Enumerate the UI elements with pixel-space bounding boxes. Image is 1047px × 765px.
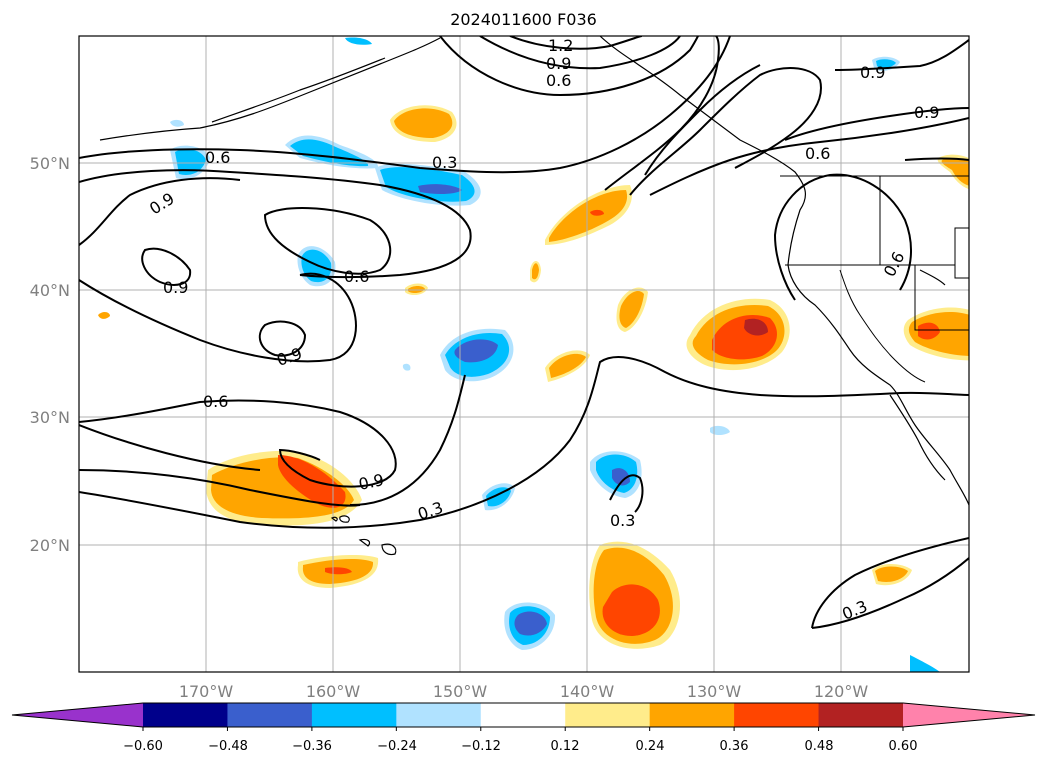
contour-label: 0.9 <box>914 103 939 122</box>
latitude-labels: 50°N 40°N 30°N 20°N <box>30 154 70 555</box>
colorbar-tick-label: 0.48 <box>805 739 834 754</box>
colorbar-tick-label: −0.48 <box>208 739 248 754</box>
longitude-labels: 170°W 160°W 150°W 140°W 130°W 120°W <box>179 682 869 701</box>
colorbar-extend-max <box>903 703 1035 727</box>
colorbar-segment <box>143 703 228 727</box>
lon-label: 130°W <box>687 682 742 701</box>
negative-anomaly-shading <box>170 37 940 672</box>
colorbar-segment <box>818 703 904 727</box>
lon-label: 140°W <box>560 682 615 701</box>
lon-label: 170°W <box>179 682 234 701</box>
map-title: 2024011600 F036 <box>450 10 597 29</box>
contour-label: 0.6 <box>203 392 228 411</box>
coastlines <box>99 36 969 556</box>
contour-label: 0.9 <box>357 470 386 494</box>
lat-label: 30°N <box>30 408 70 427</box>
lat-label: 20°N <box>30 536 70 555</box>
lat-label: 40°N <box>30 281 70 300</box>
colorbar-segment <box>734 703 820 727</box>
lat-label: 50°N <box>30 154 70 173</box>
colorbar-segment <box>649 703 735 727</box>
colorbar-tick-label: −0.12 <box>461 739 501 754</box>
contour-label: 0.3 <box>610 511 635 530</box>
contour-label: 0.6 <box>344 267 369 286</box>
colorbar-extend-min <box>12 703 143 727</box>
contour-label: 0.9 <box>163 278 188 297</box>
graticule <box>79 36 969 672</box>
lon-label: 150°W <box>433 682 488 701</box>
map-panel <box>79 36 969 672</box>
colorbar-tick-label: 0.12 <box>551 739 580 754</box>
contour-lines <box>79 36 969 629</box>
colorbar-segment <box>480 703 566 727</box>
contour-label: 0.6 <box>546 71 571 90</box>
map-frame <box>78 35 970 673</box>
lon-label: 160°W <box>306 682 361 701</box>
contour-label: 1.2 <box>548 36 573 55</box>
political-borders <box>780 175 969 383</box>
contour-label: 0.6 <box>205 148 230 167</box>
colorbar-tick-labels: −0.60 −0.48 −0.36 −0.24 −0.12 0.12 0.24 … <box>123 739 917 754</box>
colorbar-segment <box>396 703 482 727</box>
colorbar-segment <box>227 703 313 727</box>
colorbar-segment <box>565 703 651 727</box>
colorbar-tick-label: 0.60 <box>889 739 918 754</box>
contour-label: 0.9 <box>860 63 885 82</box>
contour-label: 0.9 <box>546 54 571 73</box>
colorbar-segment <box>311 703 397 727</box>
colorbar <box>11 702 1036 731</box>
lon-label: 120°W <box>814 682 869 701</box>
colorbar-tick-label: 0.24 <box>636 739 665 754</box>
colorbar-tick-label: −0.36 <box>292 739 332 754</box>
contour-label: 0.3 <box>432 153 457 172</box>
colorbar-tick-label: −0.60 <box>123 739 163 754</box>
contour-label: 0.6 <box>805 144 830 163</box>
colorbar-tick-label: 0.36 <box>720 739 749 754</box>
colorbar-tick-label: −0.24 <box>377 739 417 754</box>
